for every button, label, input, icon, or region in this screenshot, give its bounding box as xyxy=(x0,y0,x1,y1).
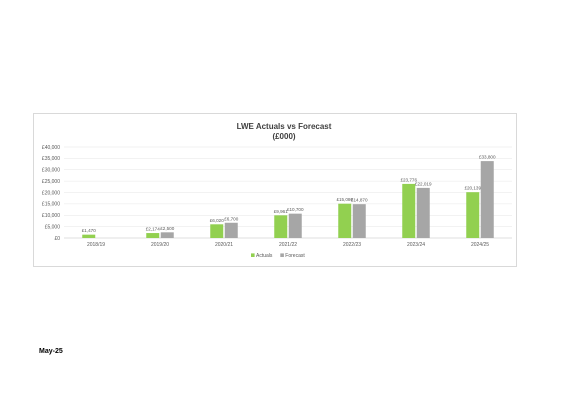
legend-label: Forecast xyxy=(285,253,305,259)
y-tick-label: £10,000 xyxy=(42,213,60,219)
chart: LWE Actuals vs Forecast (£000) £0£5,000£… xyxy=(42,122,512,259)
y-tick-label: £25,000 xyxy=(42,179,60,185)
y-tick-label: £30,000 xyxy=(42,168,60,174)
data-label: £2,174 xyxy=(146,227,160,232)
y-tick-label: £35,000 xyxy=(42,156,60,162)
y-tick-label: £5,000 xyxy=(45,224,61,230)
bar-actuals xyxy=(402,183,416,238)
bar-forecast xyxy=(352,204,366,238)
bars xyxy=(82,161,494,238)
data-label: £10,700 xyxy=(287,207,304,212)
y-tick-label: £20,000 xyxy=(42,190,60,196)
bar-forecast xyxy=(288,213,302,238)
x-tick-label: 2023/24 xyxy=(407,242,425,248)
x-tick-label: 2019/20 xyxy=(151,242,169,248)
bar-forecast xyxy=(224,222,238,238)
bar-actuals xyxy=(82,234,96,238)
legend: Actuals Forecast xyxy=(251,253,305,259)
data-label: £15,080 xyxy=(336,197,353,202)
data-label: £23,776 xyxy=(400,177,417,182)
data-label: £20,139 xyxy=(464,186,481,191)
x-tick-label: 2018/19 xyxy=(87,242,105,248)
gridlines xyxy=(64,146,512,239)
data-labels: £1,470 £2,174 £2,500 £6,020 £6,700 £9,961 £10,… xyxy=(82,155,496,234)
data-label: £2,500 xyxy=(160,226,174,231)
bar-actuals xyxy=(274,215,288,238)
x-tick-label: 2024/25 xyxy=(471,242,489,248)
data-label: £22,019 xyxy=(415,181,432,186)
bar-actuals xyxy=(466,192,480,238)
bar-forecast xyxy=(416,187,430,238)
x-tick-label: 2021/22 xyxy=(279,242,297,248)
bar-forecast xyxy=(160,232,174,238)
legend-swatch-actuals xyxy=(251,253,255,257)
y-tick-label: £15,000 xyxy=(42,202,60,208)
legend-swatch-forecast xyxy=(280,253,284,257)
legend-label: Actuals xyxy=(256,253,273,259)
bar-actuals xyxy=(338,203,352,238)
data-label: £14,870 xyxy=(351,198,368,203)
chart-subtitle: (£000) xyxy=(272,132,295,141)
x-tick-label: 2020/21 xyxy=(215,242,233,248)
data-label: £9,961 xyxy=(274,209,288,214)
x-axis-ticks: 2018/19 2019/20 2020/21 2021/22 2022/23 2023/… xyxy=(87,242,489,248)
y-axis-ticks: £0 £5,000 £10,000 £15,000 £20,000 £25,000 £30,… xyxy=(42,145,60,242)
y-tick-label: £40,000 xyxy=(42,145,60,151)
bar-forecast xyxy=(480,161,494,238)
data-label: £33,800 xyxy=(479,155,496,160)
bar-actuals xyxy=(146,233,160,238)
data-label: £6,700 xyxy=(224,216,238,221)
x-tick-label: 2022/23 xyxy=(343,242,361,248)
chart-frame: LWE Actuals vs Forecast (£000) £0 £5,000 £… xyxy=(33,113,517,267)
bar-actuals xyxy=(210,224,224,238)
data-label: £1,470 xyxy=(82,228,96,233)
y-tick-label: £0 xyxy=(54,236,60,242)
chart-title: LWE Actuals vs Forecast xyxy=(237,122,332,131)
data-label: £6,020 xyxy=(210,218,224,223)
footer-date: May-25 xyxy=(39,348,63,355)
